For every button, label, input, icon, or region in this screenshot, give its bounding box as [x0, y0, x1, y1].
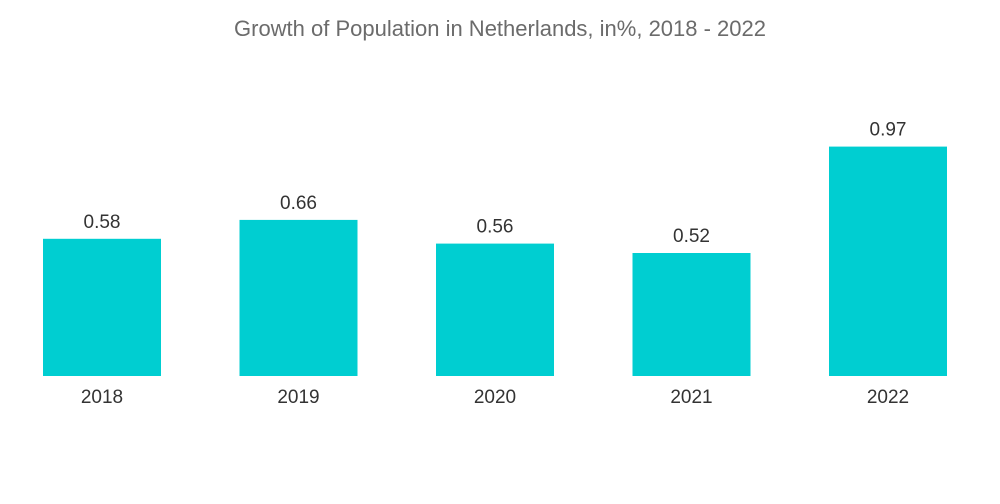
x-tick-label-2021: 2021 [670, 387, 712, 408]
chart-title: Growth of Population in Netherlands, in%… [234, 16, 766, 41]
bar-2020 [436, 243, 554, 376]
bar-2018 [43, 238, 161, 376]
bar-2021 [632, 253, 751, 376]
x-tick-label-2022: 2022 [867, 387, 909, 408]
x-tick-label-2020: 2020 [474, 387, 516, 408]
bar-2022 [829, 146, 947, 376]
value-label-2022: 0.97 [870, 120, 907, 141]
value-label-2021: 0.52 [673, 226, 710, 247]
value-label-2018: 0.58 [84, 212, 121, 233]
x-tick-label-2018: 2018 [81, 387, 123, 408]
value-label-2019: 0.66 [280, 193, 317, 214]
bar-2019 [239, 219, 358, 376]
value-label-2020: 0.56 [477, 217, 514, 238]
x-tick-label-2019: 2019 [277, 387, 319, 408]
